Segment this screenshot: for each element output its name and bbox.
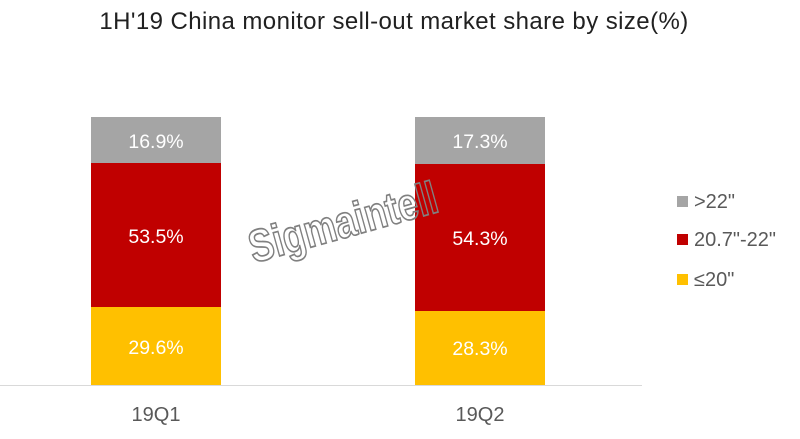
svg-text:Sigmaintell: Sigmaintell	[243, 172, 444, 273]
